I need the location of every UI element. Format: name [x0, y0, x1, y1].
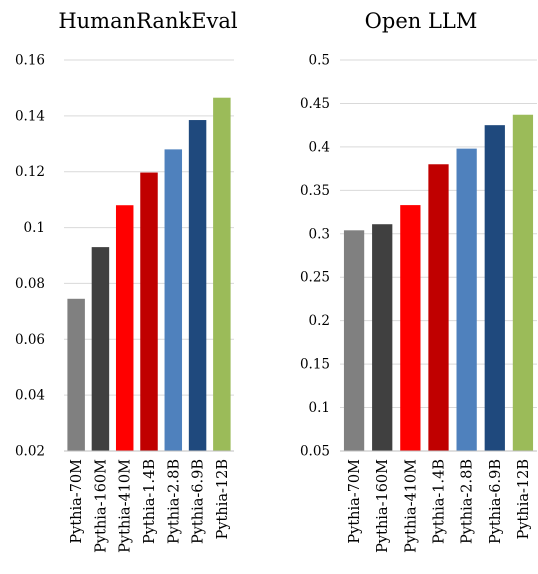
- x-tick-label: Pythia-2.8B: [460, 459, 476, 544]
- bar: [91, 247, 110, 451]
- x-tick-label: Pythia-160M: [93, 459, 109, 553]
- bar: [372, 224, 393, 451]
- y-tick-label: 0.04: [15, 388, 45, 404]
- chart-panel-open-llm: Open LLM 0.05 0.1 0.15 0.2 0.25 0.3 0.35 0.4 0.4…: [300, 9, 537, 553]
- y-tick-label: 0.1: [309, 400, 330, 416]
- x-tick-label: Pythia-2.8B: [166, 459, 182, 544]
- bar: [400, 205, 421, 451]
- y-tick-label: 0.3: [309, 226, 330, 242]
- x-tick-label: Pythia-160M: [375, 459, 391, 553]
- y-tick-label: 0.5: [309, 53, 330, 69]
- y-tick-label: 0.14: [15, 108, 45, 124]
- x-tick-label: Pythia-12B: [215, 459, 231, 539]
- y-tick-label: 0.16: [15, 53, 45, 69]
- chart-title: HumanRankEval: [58, 9, 238, 33]
- bar: [213, 97, 231, 451]
- x-tick-labels: Pythia-70M Pythia-160M Pythia-410M Pythia-1…: [347, 459, 532, 553]
- y-tick-labels: 0.05 0.1 0.15 0.2 0.25 0.3 0.35 0.4 0.45 0.5: [300, 53, 330, 460]
- bar: [456, 148, 477, 452]
- bar: [188, 120, 207, 452]
- y-tick-label: 0.35: [300, 183, 330, 199]
- chart-title: Open LLM: [365, 9, 478, 33]
- x-tick-label: Pythia-6.9B: [191, 459, 207, 544]
- x-tick-label: Pythia-70M: [347, 459, 363, 544]
- x-tick-label: Pythia-410M: [118, 459, 134, 553]
- y-tick-label: 0.06: [15, 332, 45, 348]
- y-tick-label: 0.25: [300, 270, 330, 286]
- y-tick-label: 0.08: [15, 276, 45, 292]
- bar: [115, 205, 134, 451]
- bar: [343, 230, 365, 451]
- y-tick-label: 0.1: [24, 220, 45, 236]
- bar: [428, 164, 449, 451]
- y-tick-labels: 0.02 0.04 0.06 0.08 0.1 0.12 0.14 0.16: [15, 53, 45, 460]
- x-tick-label: Pythia-1.4B: [432, 459, 448, 544]
- x-tick-labels: Pythia-70M Pythia-160M Pythia-410M Pythia-1…: [69, 459, 231, 553]
- y-tick-label: 0.4: [309, 139, 330, 155]
- bars: [67, 97, 231, 452]
- bar: [484, 125, 505, 452]
- y-tick-label: 0.05: [300, 444, 330, 460]
- x-tick-label: Pythia-6.9B: [488, 459, 504, 544]
- x-tick-label: Pythia-70M: [69, 459, 85, 544]
- x-tick-label: Pythia-410M: [403, 459, 419, 553]
- bar: [140, 172, 158, 452]
- y-tick-label: 0.15: [300, 357, 330, 373]
- x-tick-label: Pythia-12B: [516, 459, 532, 539]
- bar: [512, 114, 534, 452]
- x-tick-label: Pythia-1.4B: [142, 459, 158, 544]
- y-tick-label: 0.02: [15, 444, 45, 460]
- y-tick-label: 0.2: [309, 313, 330, 329]
- y-tick-label: 0.45: [300, 96, 330, 112]
- bar: [67, 298, 85, 451]
- bar: [164, 149, 183, 451]
- chart-panel-humanrankeval: HumanRankEval 0.02 0.04 0.06 0.08 0.1 0.12 0.1…: [15, 9, 238, 553]
- y-tick-label: 0.12: [15, 164, 45, 180]
- bars: [343, 114, 534, 452]
